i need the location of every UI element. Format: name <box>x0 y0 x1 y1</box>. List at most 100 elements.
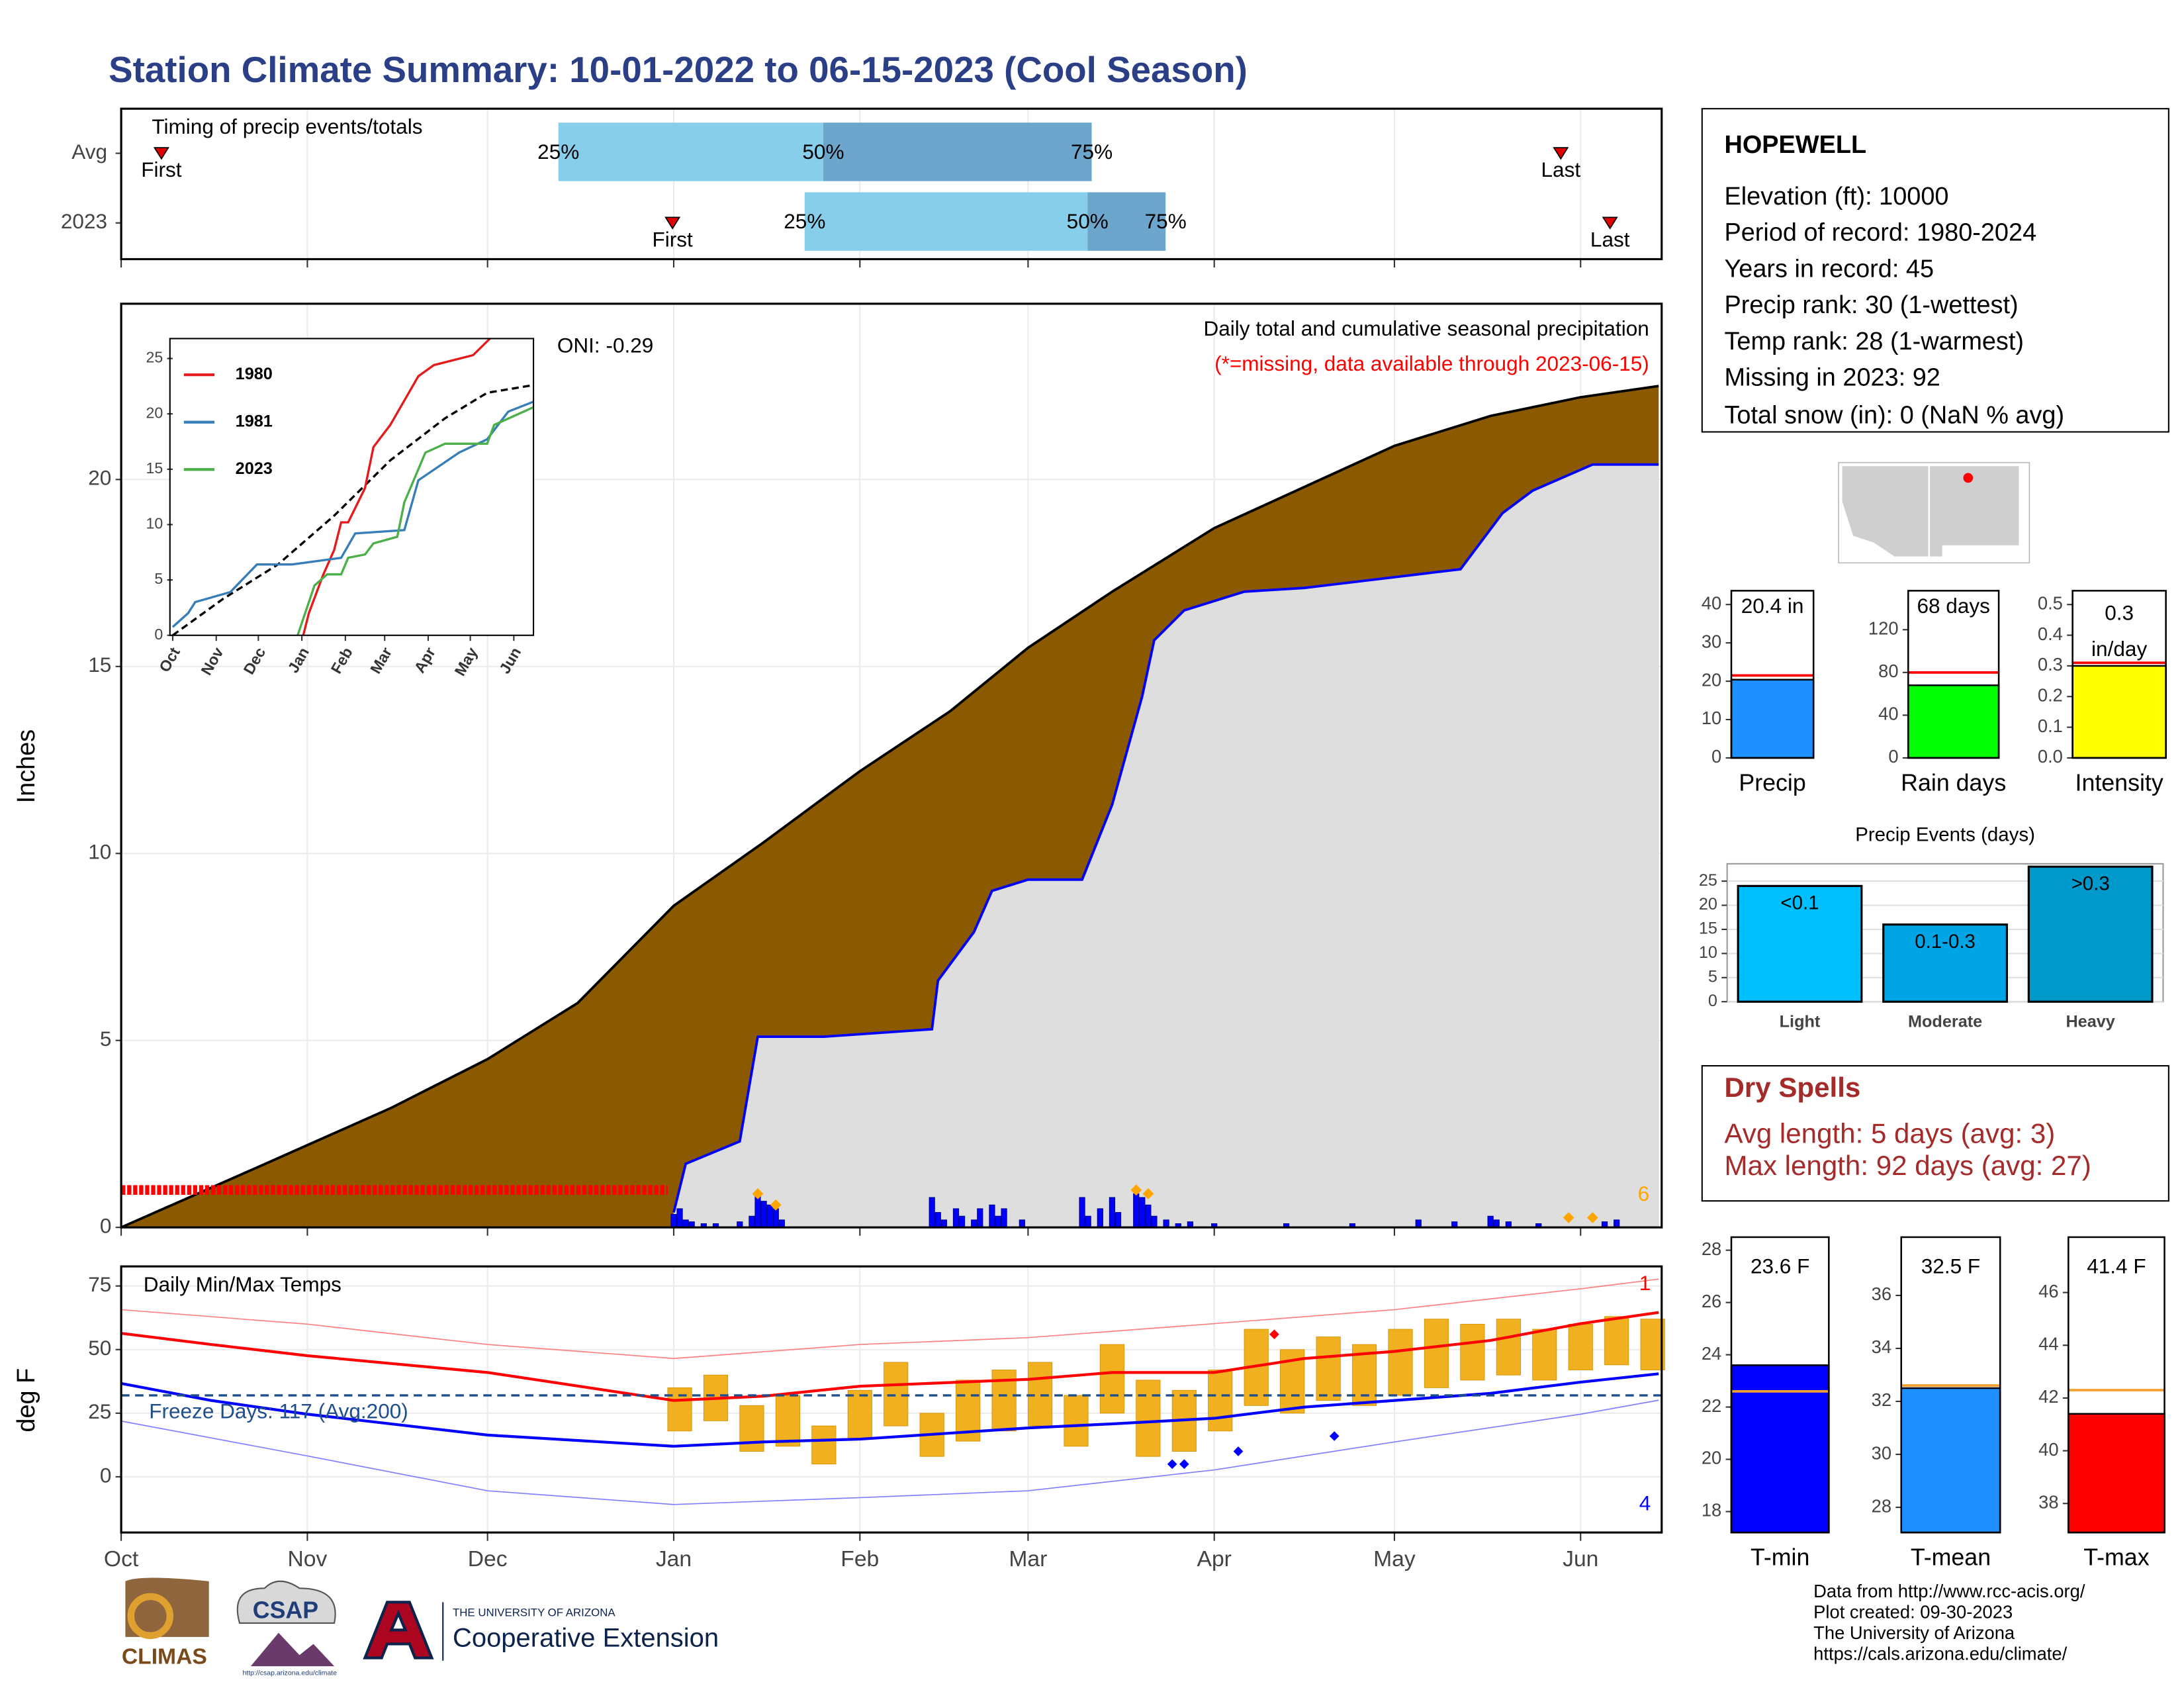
y-tick-label: 50 <box>88 1336 111 1360</box>
y-tick-label: 25 <box>1699 871 1717 890</box>
y-tick-label: 5 <box>154 570 163 587</box>
y-tick-label: 40 <box>1878 704 1898 724</box>
value-unit: in/day <box>2091 637 2147 661</box>
gauge-border <box>2068 1236 2165 1534</box>
y-tick-label: 75 <box>88 1272 111 1296</box>
station-box <box>1701 108 2169 433</box>
bar-label: >0.3 <box>2071 872 2110 894</box>
y-tick-label: 44 <box>2038 1333 2058 1354</box>
category-label: Precip <box>1739 769 1805 796</box>
x-tick-label: Light <box>1780 1012 1821 1031</box>
panel-border <box>120 303 1663 1229</box>
y-tick-label: 0 <box>1888 746 1898 767</box>
panel-title: Daily total and cumulative seasonal prec… <box>1203 316 1649 340</box>
station-line: Period of record: 1980-2024 <box>1724 219 2036 247</box>
y-tick-label: 20 <box>1702 669 1721 690</box>
value-label: 0.3 <box>2105 601 2134 625</box>
temp-range-bar <box>1027 1362 1053 1427</box>
y-tick-label: 80 <box>1878 661 1898 681</box>
temp-range-bar <box>1568 1323 1593 1370</box>
csap-mountain <box>250 1632 335 1667</box>
daily-bar <box>1145 1204 1152 1228</box>
temp-range-bar <box>884 1362 909 1427</box>
daily-bar <box>749 1215 755 1228</box>
event-label: First <box>141 158 182 181</box>
panel-border <box>120 107 1663 261</box>
quartile-label: 75% <box>1071 140 1113 164</box>
gauge-bar <box>2068 1413 2165 1534</box>
bar <box>2027 865 2154 1003</box>
bar-label: <0.1 <box>1780 892 1819 914</box>
temp-line <box>121 1278 1659 1360</box>
event-marker <box>1602 216 1618 230</box>
value-label: 41.4 F <box>2087 1254 2146 1278</box>
extreme-count: 6 <box>1638 1182 1650 1205</box>
temp-range-bar <box>1316 1336 1341 1401</box>
temp-range-bar <box>775 1395 800 1447</box>
y-tick-label: 20 <box>1702 1448 1721 1468</box>
gauge-bar <box>1730 679 1815 759</box>
daily-bar <box>1079 1197 1085 1228</box>
y-tick-label: 10 <box>146 515 163 532</box>
series-line <box>296 406 534 636</box>
station-line: Elevation (ft): 10000 <box>1724 183 1948 211</box>
y-tick-label: 0.2 <box>2038 684 2063 705</box>
category-label: T-max <box>2083 1544 2149 1571</box>
daily-bar <box>1151 1215 1158 1228</box>
quartile-bar <box>823 122 1092 181</box>
value-label: 23.6 F <box>1751 1254 1809 1278</box>
station-line: Missing in 2023: 92 <box>1724 363 1940 391</box>
series-line <box>171 400 534 628</box>
event-label: Last <box>1590 227 1630 251</box>
daily-bar <box>676 1208 683 1228</box>
daily-bar <box>989 1204 995 1228</box>
daily-bar <box>1001 1208 1007 1228</box>
temp-range-bar <box>1388 1329 1413 1396</box>
locator-map <box>1838 461 2030 564</box>
y-tick-label: 0 <box>100 1214 112 1238</box>
panel-subtitle: (*=missing, data available through 2023-… <box>1214 352 1649 375</box>
x-tick-label: Nov <box>287 1547 327 1571</box>
y-tick-label: 0.5 <box>2038 592 2063 613</box>
csap-url: http://csap.arizona.edu/climate <box>242 1669 337 1677</box>
y-tick-label: 0 <box>1711 746 1721 767</box>
y-tick-label: 0.3 <box>2038 654 2063 675</box>
university-text: THE UNIVERSITY OF ARIZONA <box>453 1607 615 1619</box>
daily-bar <box>1415 1219 1422 1228</box>
gauge-border <box>2071 590 2167 759</box>
temp-range-bar <box>1496 1319 1521 1376</box>
y-tick-label: 10 <box>88 840 111 864</box>
bar-label: 0.1-0.3 <box>1915 931 1976 953</box>
event-marker <box>153 147 169 160</box>
csap-cloud <box>236 1580 336 1624</box>
category-label: Intensity <box>2075 769 2163 796</box>
temp-range-bar <box>1208 1370 1233 1432</box>
legend-label: 1980 <box>236 365 273 383</box>
y-tick-label: 0.1 <box>2038 716 2063 736</box>
logos: CLIMAS CSAP http://csap.arizona.edu/clim… <box>122 1577 719 1677</box>
quartile-label: 25% <box>537 140 579 164</box>
gauge-bar <box>1900 1387 2001 1534</box>
quartile-bar <box>804 192 1088 251</box>
gauge-bar <box>1907 684 2000 759</box>
temp-range-bar <box>1099 1344 1125 1414</box>
daily-bar <box>1163 1219 1169 1228</box>
footer-line: Data from http://www.rcc-acis.org/ <box>1813 1581 2085 1601</box>
event-label: First <box>652 227 693 251</box>
y-tick-label: 46 <box>2038 1281 2058 1301</box>
footer-line: https://cals.arizona.edu/climate/ <box>1813 1644 2067 1664</box>
daily-bar <box>670 1213 677 1228</box>
gauge-border <box>1730 1236 1830 1534</box>
daily-bar <box>1085 1215 1091 1228</box>
y-tick-label: 28 <box>1872 1495 1891 1516</box>
daily-bar <box>1133 1193 1140 1228</box>
y-tick-label: 28 <box>1702 1239 1721 1259</box>
station-line: Temp rank: 28 (1-warmest) <box>1724 328 2024 355</box>
x-tick-label: Apr <box>1197 1547 1232 1571</box>
y-tick-label: 42 <box>2038 1386 2058 1407</box>
x-tick-label: May <box>1373 1547 1416 1571</box>
dry-spells-line: Max length: 92 days (avg: 27) <box>1724 1150 2091 1181</box>
y-tick-label: 30 <box>1872 1442 1891 1463</box>
